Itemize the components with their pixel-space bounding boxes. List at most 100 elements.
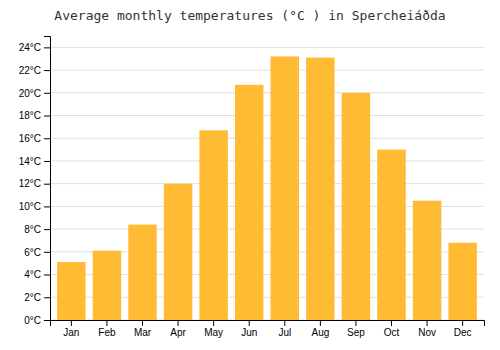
x-tick: Jun xyxy=(241,320,257,338)
x-tick-label: Feb xyxy=(98,327,116,338)
y-tick-mark xyxy=(44,47,50,48)
x-tick-mark xyxy=(284,320,285,326)
y-tick-mark xyxy=(44,93,50,94)
x-axis-line xyxy=(51,321,485,327)
x-tick: Nov xyxy=(418,320,436,338)
plot: Jan Feb Mar Apr May Jun Jul Aug Sep Oct Nov Dec 0°C 2… xyxy=(19,37,485,339)
title: Average monthly temperatures (°C ) in Sp… xyxy=(54,8,445,23)
y-tick: 12°C xyxy=(19,178,50,189)
x-tick-label: Jan xyxy=(63,327,79,338)
y-tick: 24°C xyxy=(19,42,50,53)
x-tick: Aug xyxy=(311,320,329,338)
grid xyxy=(50,47,484,320)
y-tick-label: 14°C xyxy=(19,156,41,167)
grid-line xyxy=(50,92,484,93)
y-axis-line xyxy=(44,37,51,321)
y-tick-label: 2°C xyxy=(24,292,41,303)
y-tick-label: 4°C xyxy=(24,269,41,280)
bar xyxy=(413,201,441,320)
bar xyxy=(377,150,405,320)
y-tick-mark xyxy=(44,184,50,185)
x-tick: Jul xyxy=(278,320,291,338)
grid-line xyxy=(50,47,484,48)
y-tick-mark xyxy=(44,116,50,117)
x-tick-mark xyxy=(355,320,356,326)
y-tick-mark xyxy=(44,275,50,276)
y-tick-mark xyxy=(44,297,50,298)
x-tick-mark xyxy=(106,320,107,326)
x-tick-label: Aug xyxy=(311,327,329,338)
y-tick-mark xyxy=(44,206,50,207)
x-tick-mark xyxy=(391,320,392,326)
y-tick: 4°C xyxy=(24,269,50,280)
y-tick: 18°C xyxy=(19,110,50,121)
bar xyxy=(128,225,156,320)
x-tick: Apr xyxy=(170,320,186,338)
x-tick-mark xyxy=(178,320,179,326)
y-tick-label: 10°C xyxy=(19,201,41,212)
x-tick: Mar xyxy=(134,320,152,338)
grid-line xyxy=(50,160,484,161)
y-tick-label: 22°C xyxy=(19,65,41,76)
bars xyxy=(57,56,477,320)
y-tick-label: 24°C xyxy=(19,42,41,53)
grid-line xyxy=(50,115,484,116)
bar xyxy=(57,262,85,320)
y-tick-label: 20°C xyxy=(19,88,41,99)
x-tick-label: Dec xyxy=(454,327,472,338)
x-axis: Jan Feb Mar Apr May Jun Jul Aug Sep Oct Nov Dec xyxy=(51,320,485,338)
y-tick: 6°C xyxy=(24,247,50,258)
y-tick-mark xyxy=(44,320,50,321)
x-tick-mark xyxy=(320,320,321,326)
y-tick-label: 6°C xyxy=(24,247,41,258)
x-tick-mark xyxy=(213,320,214,326)
x-tick-mark xyxy=(427,320,428,326)
x-tick-mark xyxy=(249,320,250,326)
grid-line xyxy=(50,183,484,184)
x-tick-mark xyxy=(462,320,463,326)
x-tick-label: Sep xyxy=(347,327,365,338)
y-tick: 20°C xyxy=(19,88,50,99)
x-tick: Oct xyxy=(384,320,400,338)
x-tick-label: Oct xyxy=(384,327,400,338)
bar xyxy=(448,243,476,320)
y-tick: 22°C xyxy=(19,65,50,76)
x-tick-label: Apr xyxy=(170,327,186,338)
y-tick: 2°C xyxy=(24,292,50,303)
x-tick: Jan xyxy=(63,320,79,338)
y-tick-mark xyxy=(44,70,50,71)
grid-line xyxy=(50,70,484,71)
x-tick-mark xyxy=(142,320,143,326)
bar xyxy=(235,85,263,320)
y-tick-mark xyxy=(44,161,50,162)
y-tick: 16°C xyxy=(19,133,50,144)
x-tick: Dec xyxy=(454,320,472,338)
x-tick-label: Nov xyxy=(418,327,436,338)
y-tick-label: 16°C xyxy=(19,133,41,144)
x-tick-label: Jun xyxy=(241,327,257,338)
bar xyxy=(271,56,299,320)
y-tick-label: 0°C xyxy=(24,315,41,326)
x-tick: May xyxy=(204,320,223,338)
x-tick-label: Mar xyxy=(134,327,152,338)
y-tick: 8°C xyxy=(24,224,50,235)
bar xyxy=(199,130,227,320)
grid-line xyxy=(50,138,484,139)
x-tick: Sep xyxy=(347,320,365,338)
x-tick: Feb xyxy=(98,320,116,338)
y-tick: 0°C xyxy=(24,315,50,326)
y-tick: 14°C xyxy=(19,156,50,167)
x-tick-label: May xyxy=(204,327,223,338)
y-tick-mark xyxy=(44,138,50,139)
bar xyxy=(93,251,121,320)
y-tick-label: 8°C xyxy=(24,224,41,235)
y-tick-label: 12°C xyxy=(19,178,41,189)
bar xyxy=(306,58,334,320)
x-tick-label: Jul xyxy=(278,327,291,338)
chart: Average monthly temperatures (°C ) in Sp… xyxy=(0,0,500,350)
x-tick-mark xyxy=(71,320,72,326)
bar xyxy=(164,184,192,320)
y-tick: 10°C xyxy=(19,201,50,212)
bar xyxy=(342,93,370,320)
y-tick-mark xyxy=(44,229,50,230)
